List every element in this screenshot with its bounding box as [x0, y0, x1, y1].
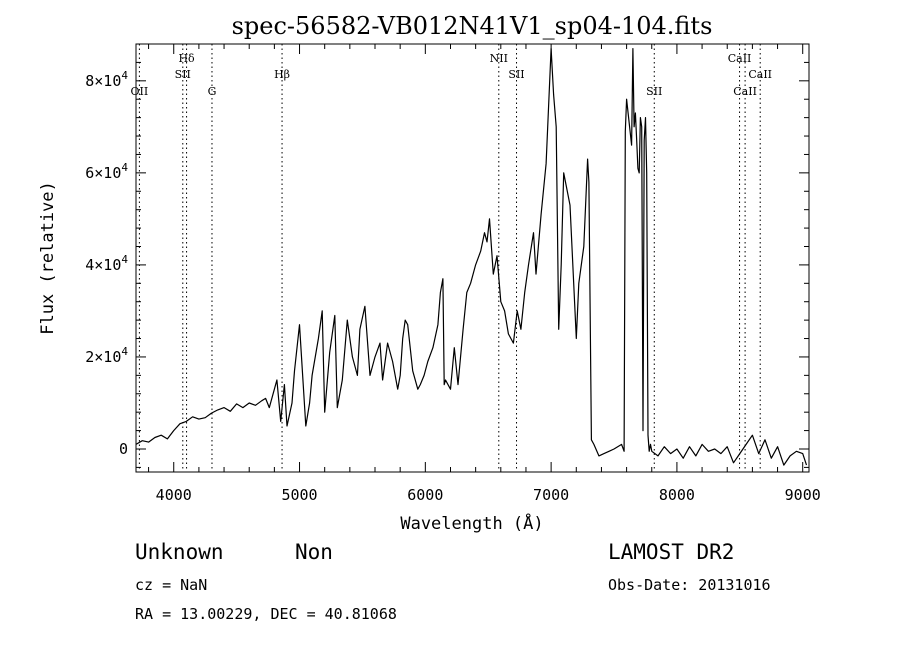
plot-frame — [135, 43, 810, 473]
x-tick-label: 4000 — [156, 486, 192, 504]
x-tick-label: 9000 — [785, 486, 821, 504]
x-tick-label: 5000 — [281, 486, 317, 504]
x-tick-label: 7000 — [533, 486, 569, 504]
y-axis-tick-labels: 0 2×104 4×104 6×104 8×104 — [85, 69, 128, 458]
marker-label: SII — [646, 85, 662, 98]
y-tick-label: 8×104 — [85, 69, 128, 90]
marker-label: OII — [131, 85, 149, 98]
emission-line-markers — [138, 44, 761, 472]
x-axis-label: Wavelength (Å) — [400, 512, 543, 534]
y-tick-label: 2×104 — [85, 345, 128, 366]
survey-name: LAMOST DR2 — [608, 540, 735, 564]
marker-label: NII — [490, 52, 508, 65]
object-class: Unknown — [135, 540, 224, 564]
observation-date: Obs-Date: 20131016 — [608, 576, 771, 594]
marker-label: CaII — [733, 85, 757, 98]
marker-label: CaII — [728, 52, 752, 65]
x-axis-ticks — [148, 44, 804, 472]
marker-label: G — [208, 85, 217, 98]
chart-title: spec-56582-VB012N41V1_sp04-104.fits — [232, 12, 713, 40]
marker-label: CaII — [748, 68, 772, 81]
marker-label: SII — [508, 68, 524, 81]
y-axis-label: Flux (relative) — [38, 181, 58, 335]
x-tick-label: 6000 — [407, 486, 443, 504]
spectrum-series-line — [135, 48, 808, 466]
marker-label: Hβ — [274, 68, 290, 81]
x-tick-label: 8000 — [659, 486, 695, 504]
object-subclass: Non — [295, 540, 333, 564]
x-axis-tick-labels: 4000 5000 6000 7000 8000 9000 — [156, 486, 821, 504]
coordinates: RA = 13.00229, DEC = 40.81068 — [135, 605, 397, 623]
redshift-cz: cz = NaN — [135, 576, 208, 594]
marker-label: SII — [175, 68, 191, 81]
y-tick-label: 0 — [119, 440, 128, 458]
marker-label: Hδ — [178, 52, 195, 65]
y-axis-ticks — [136, 43, 809, 468]
y-tick-label: 6×104 — [85, 161, 128, 182]
y-tick-label: 4×104 — [85, 253, 128, 274]
